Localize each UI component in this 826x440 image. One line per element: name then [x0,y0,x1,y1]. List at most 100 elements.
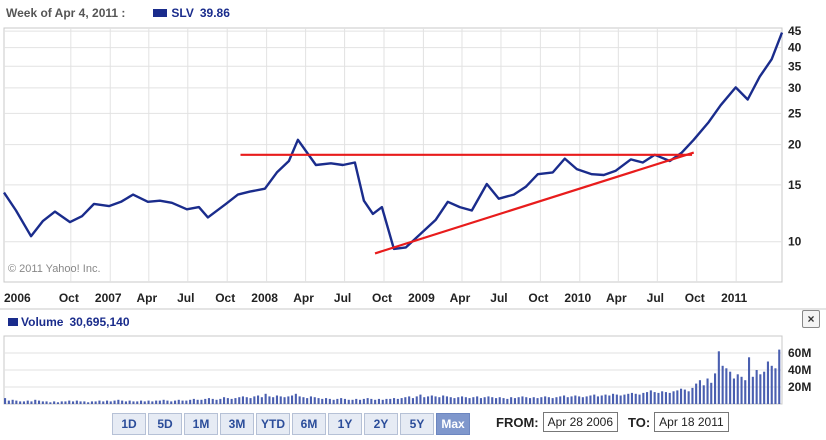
volume-bar [710,382,713,405]
volume-bar [642,392,645,404]
volume-bar [238,397,241,404]
volume-bar [468,398,471,404]
volume-bar [755,370,758,404]
volume-bar [744,380,747,404]
volume-bar [555,397,558,404]
volume-bar [102,401,105,404]
to-date-input[interactable]: Apr 18 2011 [654,412,729,432]
volume-bar [479,398,482,404]
volume-bar [26,400,29,404]
x-tick-label: 2007 [95,291,122,305]
volume-bar [264,393,267,404]
volume-bar [385,398,388,404]
volume-bar [113,400,116,404]
volume-bar [672,391,675,405]
y-tick-label: 20 [788,138,802,152]
volume-bar [53,401,56,404]
volume-bar [79,401,82,404]
volume-bar [207,398,210,404]
volume-bar [94,401,97,404]
volume-bar [234,398,237,404]
volume-tick-label: 20M [788,380,811,394]
volume-bar [283,397,286,404]
volume-bar [544,396,547,404]
volume-bar [676,390,679,404]
volume-bar [189,399,192,405]
volume-bar [253,396,256,404]
range-button-5y[interactable]: 5Y [400,413,434,435]
volume-bar [698,380,701,404]
volume-bar [736,374,739,405]
volume-bar [72,401,75,404]
volume-bar [166,400,169,404]
volume-bar [56,402,59,404]
volume-bar [411,398,414,404]
x-tick-label: Jul [177,291,194,305]
volume-bar [260,397,263,404]
x-tick-label: Oct [685,291,705,305]
volume-bar [272,397,275,404]
volume-bar [457,397,460,404]
volume-bar [680,388,683,404]
y-tick-label: 10 [788,235,802,249]
volume-bar [313,397,316,404]
volume-bar [68,400,71,404]
volume-bar [336,398,339,404]
range-button-5d[interactable]: 5D [148,413,182,435]
volume-bar [770,365,773,405]
volume-bar [196,399,199,405]
volume-bar [389,398,392,404]
range-button-1m[interactable]: 1M [184,413,218,435]
volume-bar [657,392,660,404]
volume-bar [11,399,14,405]
volume-bar [98,400,101,404]
range-button-1d[interactable]: 1D [112,413,146,435]
volume-bar [90,401,93,404]
volume-bar [117,399,120,405]
range-button-3m[interactable]: 3M [220,413,254,435]
close-volume-button[interactable]: × [802,310,820,328]
volume-bar [476,396,479,404]
x-tick-label: Apr [606,291,627,305]
range-button-1y[interactable]: 1Y [328,413,362,435]
price-line [3,32,784,251]
volume-bar [328,398,331,404]
from-date-input[interactable]: Apr 28 2006 [542,412,618,432]
volume-bar [291,395,294,404]
volume-bar [649,390,652,404]
volume-bar [121,400,124,404]
volume-bar [619,395,622,404]
volume-bar [646,392,649,404]
volume-bar [7,400,10,404]
x-tick-label: Apr [136,291,157,305]
x-tick-label: 2006 [4,291,31,305]
volume-bar [449,397,452,404]
volume-bar [445,396,448,404]
volume-bar [155,400,158,404]
range-button-6m[interactable]: 6M [292,413,326,435]
range-button-max[interactable]: Max [436,413,470,435]
volume-bar [245,397,248,404]
volume-bar [483,397,486,404]
volume-bar [495,398,498,404]
volume-bar [302,397,305,404]
volume-bar [661,391,664,405]
volume-bar [75,400,78,404]
volume-bar [695,383,698,404]
volume-bar [249,398,252,404]
volume-header: Volume 30,695,140 [8,315,130,329]
from-label: FROM: [496,414,539,430]
x-tick-label: Oct [372,291,392,305]
x-tick-label: Apr [450,291,471,305]
volume-bar [596,396,599,404]
volume-bar [343,398,346,404]
volume-bar [132,401,135,404]
range-button-2y[interactable]: 2Y [364,413,398,435]
x-tick-label: Oct [215,291,235,305]
range-button-ytd[interactable]: YTD [256,413,290,435]
series-swatch [153,9,168,17]
volume-bar [419,394,422,404]
volume-value: 30,695,140 [69,315,130,329]
volume-bar [49,402,52,404]
